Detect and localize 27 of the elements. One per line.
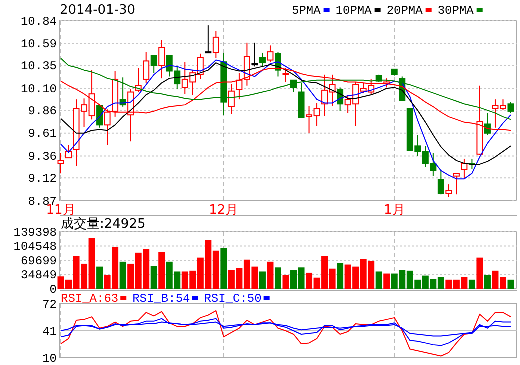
y-tick-label: 9.61: [28, 127, 57, 142]
y-tick-label: 34849: [20, 268, 57, 283]
legend-label: RSI_C:50: [204, 292, 262, 306]
chart-title: 2014-01-30: [60, 3, 136, 18]
legend-label: 30PMA: [438, 4, 475, 18]
legend-label: RSI_B:54: [132, 292, 190, 306]
y-tick-label: 10.84: [20, 14, 57, 29]
y-tick-label: 72: [42, 298, 57, 312]
legend-label: RSI_A:63: [61, 292, 119, 306]
y-tick-label: 10.59: [20, 38, 57, 52]
y-tick-label: 0: [50, 282, 57, 297]
x-tick-label: 1月: [384, 203, 406, 218]
x-tick-label: 12月: [209, 203, 239, 218]
y-tick-label: 9.36: [28, 150, 57, 164]
y-tick-label: 41: [42, 324, 57, 339]
y-tick-label: 139398: [14, 226, 57, 240]
y-tick-label: 104548: [14, 240, 57, 254]
y-tick-label: 9.86: [28, 104, 57, 118]
legend-label: 10PMA: [336, 4, 373, 18]
chart-title: 成交量:24925: [61, 216, 146, 232]
y-tick-label: 9.12: [28, 172, 57, 186]
y-tick-label: 10.10: [20, 82, 57, 96]
legend-label: 5PMA: [292, 4, 322, 18]
y-tick-label: 69699: [20, 254, 57, 268]
legend-label: 20PMA: [386, 4, 424, 18]
y-tick-label: 10.35: [20, 60, 57, 74]
y-tick-label: 10: [42, 352, 57, 365]
